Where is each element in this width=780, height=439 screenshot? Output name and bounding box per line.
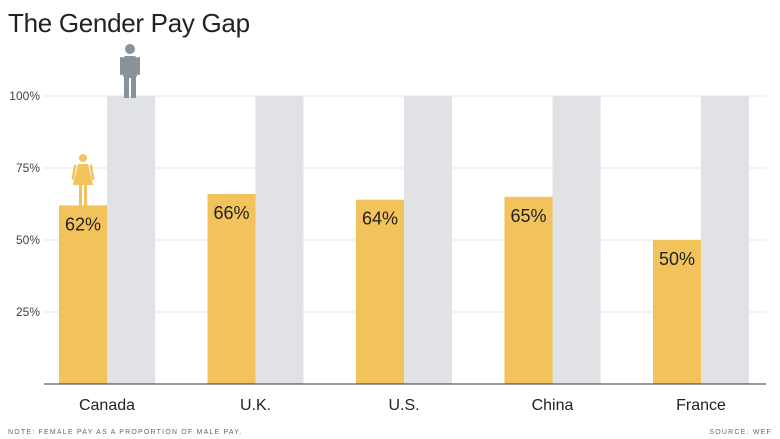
bar-female-france bbox=[653, 240, 701, 384]
bar-value-label: 64% bbox=[362, 209, 398, 229]
footnote: NOTE: FEMALE PAY AS A PROPORTION OF MALE… bbox=[8, 429, 243, 436]
chart-title: The Gender Pay Gap bbox=[8, 8, 250, 38]
y-tick-label: 25% bbox=[16, 305, 40, 319]
x-category-label: France bbox=[676, 397, 726, 414]
y-tick-label: 75% bbox=[16, 161, 40, 175]
female-figure-icon bbox=[71, 154, 95, 206]
bars bbox=[59, 96, 749, 384]
male-figure-icon bbox=[120, 44, 140, 98]
bar-value-label: 62% bbox=[65, 214, 101, 234]
bar-value-label: 50% bbox=[659, 249, 695, 269]
y-tick-label: 100% bbox=[9, 89, 40, 103]
x-category-label: China bbox=[532, 397, 574, 414]
bar-female-us bbox=[356, 199, 404, 384]
bar-female-uk bbox=[207, 193, 256, 384]
x-category-label: U.S. bbox=[388, 397, 419, 414]
x-category-label: Canada bbox=[79, 397, 135, 414]
bar-male-france bbox=[701, 96, 749, 384]
labels: 25% 50% 75% 100% 62% Canada 66% U.K. 64% U.S. 65% C… bbox=[9, 89, 726, 414]
bar-male-china bbox=[552, 96, 601, 384]
x-category-label: U.K. bbox=[240, 397, 271, 414]
source-credit: SOURCE: WEF bbox=[709, 429, 772, 436]
bar-value-label: 65% bbox=[510, 206, 546, 226]
bar-male-us bbox=[404, 96, 452, 384]
bar-value-label: 66% bbox=[213, 203, 249, 223]
bar-male-canada bbox=[107, 96, 155, 384]
y-tick-label: 50% bbox=[16, 233, 40, 247]
bar-male-uk bbox=[255, 96, 304, 384]
bar-female-china bbox=[504, 196, 553, 384]
bar-female-canada bbox=[59, 205, 107, 384]
